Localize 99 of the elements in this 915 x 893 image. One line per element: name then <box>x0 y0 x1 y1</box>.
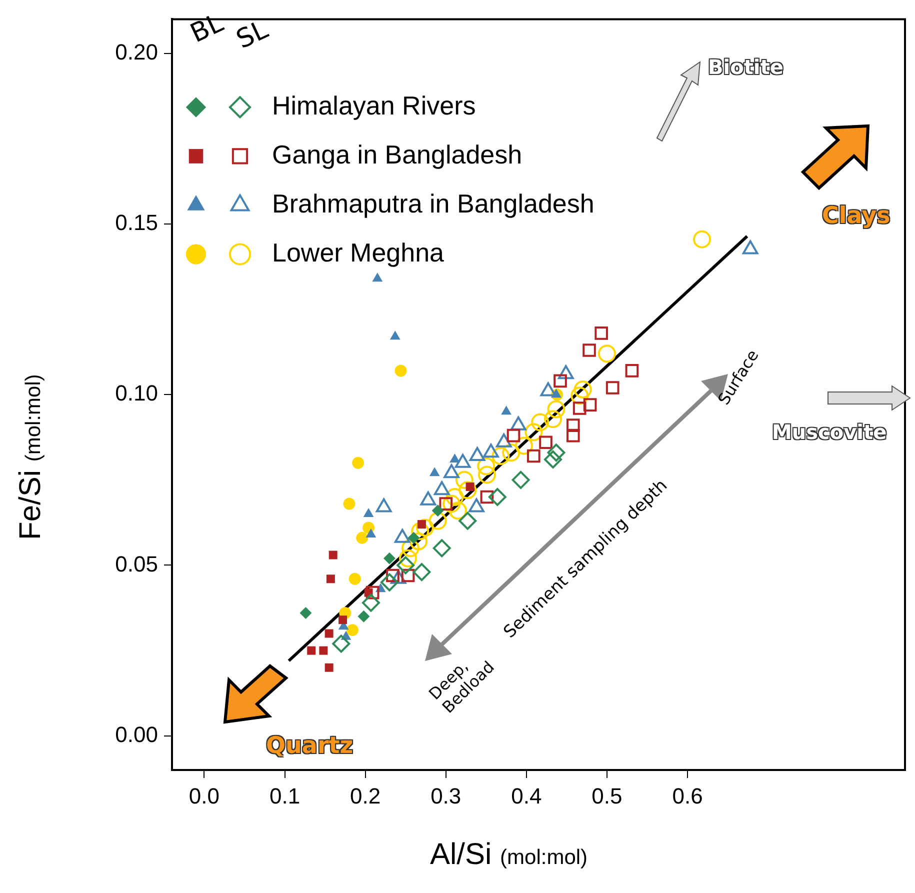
point <box>572 402 586 415</box>
legend-label: Lower Meghna <box>272 237 445 268</box>
point <box>412 563 431 582</box>
point <box>566 428 580 442</box>
point <box>566 418 580 432</box>
annotation: BL <box>186 8 228 50</box>
point <box>348 572 361 585</box>
point <box>598 344 616 363</box>
point <box>544 410 562 428</box>
point <box>363 508 374 518</box>
point <box>401 539 420 558</box>
point <box>383 552 396 564</box>
point <box>502 444 520 462</box>
annotation: Clays <box>822 203 890 229</box>
point <box>524 423 543 442</box>
point <box>547 400 566 418</box>
point <box>394 364 407 377</box>
point <box>582 344 596 357</box>
point <box>326 574 335 584</box>
point <box>358 610 370 622</box>
point <box>506 428 520 442</box>
point <box>606 381 620 394</box>
y-axis-title: Fe/Si (mol:mol) <box>14 374 48 540</box>
y-tick-label: 0.05 <box>115 551 158 576</box>
point <box>515 436 533 455</box>
point <box>501 406 512 415</box>
annotation: Biotite <box>708 55 784 79</box>
point <box>409 532 428 550</box>
point <box>527 449 540 463</box>
point <box>411 522 430 540</box>
x-axis-title: Al/Si (mol:mol) <box>430 838 588 872</box>
point <box>539 436 552 450</box>
annotation: Quartz <box>266 733 354 759</box>
x-tick-label: 0.3 <box>430 783 462 808</box>
legend-label: Brahmaputra in Bangladesh <box>272 188 594 218</box>
point <box>300 607 312 620</box>
point <box>380 573 398 592</box>
point <box>488 488 506 506</box>
point <box>594 326 608 340</box>
point <box>492 447 510 466</box>
point <box>372 272 383 282</box>
point <box>324 663 334 672</box>
legend-label: Himalayan Rivers <box>272 90 476 120</box>
annotation: Muscovite <box>772 420 887 444</box>
point <box>324 629 334 638</box>
y-tick-label: 0.00 <box>115 722 158 747</box>
legend-label: Ganga in Bangladesh <box>272 139 522 170</box>
point <box>346 624 358 636</box>
point <box>401 568 415 582</box>
y-tick-label: 0.20 <box>115 39 158 64</box>
point <box>625 364 639 378</box>
point <box>478 466 496 484</box>
point <box>332 634 350 653</box>
point <box>362 594 380 612</box>
point <box>338 616 348 624</box>
point <box>531 413 550 432</box>
point <box>570 386 589 405</box>
annotation: SL <box>232 14 273 56</box>
point <box>307 646 316 655</box>
x-tick-label: 0.0 <box>188 783 220 808</box>
point <box>366 528 376 538</box>
point <box>429 467 440 476</box>
point <box>512 470 530 489</box>
point <box>693 230 712 248</box>
point <box>442 494 461 513</box>
x-tick-label: 0.1 <box>269 783 300 808</box>
point <box>458 512 477 530</box>
point <box>544 450 562 468</box>
x-tick-label: 0.2 <box>350 783 381 808</box>
point <box>390 330 400 340</box>
point <box>399 549 418 568</box>
point <box>366 586 380 600</box>
point <box>362 522 375 534</box>
point <box>551 388 562 398</box>
point <box>396 556 415 574</box>
point <box>448 502 467 520</box>
x-tick-label: 0.6 <box>672 783 703 808</box>
point <box>477 457 496 476</box>
point <box>343 498 356 510</box>
point <box>554 374 567 388</box>
point <box>432 504 444 517</box>
point <box>432 539 451 558</box>
point <box>319 646 328 655</box>
point <box>352 456 364 469</box>
y-tick-label: 0.10 <box>115 380 158 406</box>
point <box>328 550 338 560</box>
point <box>428 512 447 530</box>
point <box>480 490 494 504</box>
x-tick-label: 0.5 <box>592 783 622 808</box>
point <box>416 518 434 537</box>
point <box>574 380 592 398</box>
point <box>356 532 368 544</box>
point <box>458 481 477 500</box>
x-tick-label: 0.4 <box>511 783 542 808</box>
y-tick-label: 0.15 <box>115 210 158 236</box>
point <box>455 470 474 489</box>
point <box>446 488 464 506</box>
point <box>547 444 566 462</box>
point <box>583 398 597 412</box>
